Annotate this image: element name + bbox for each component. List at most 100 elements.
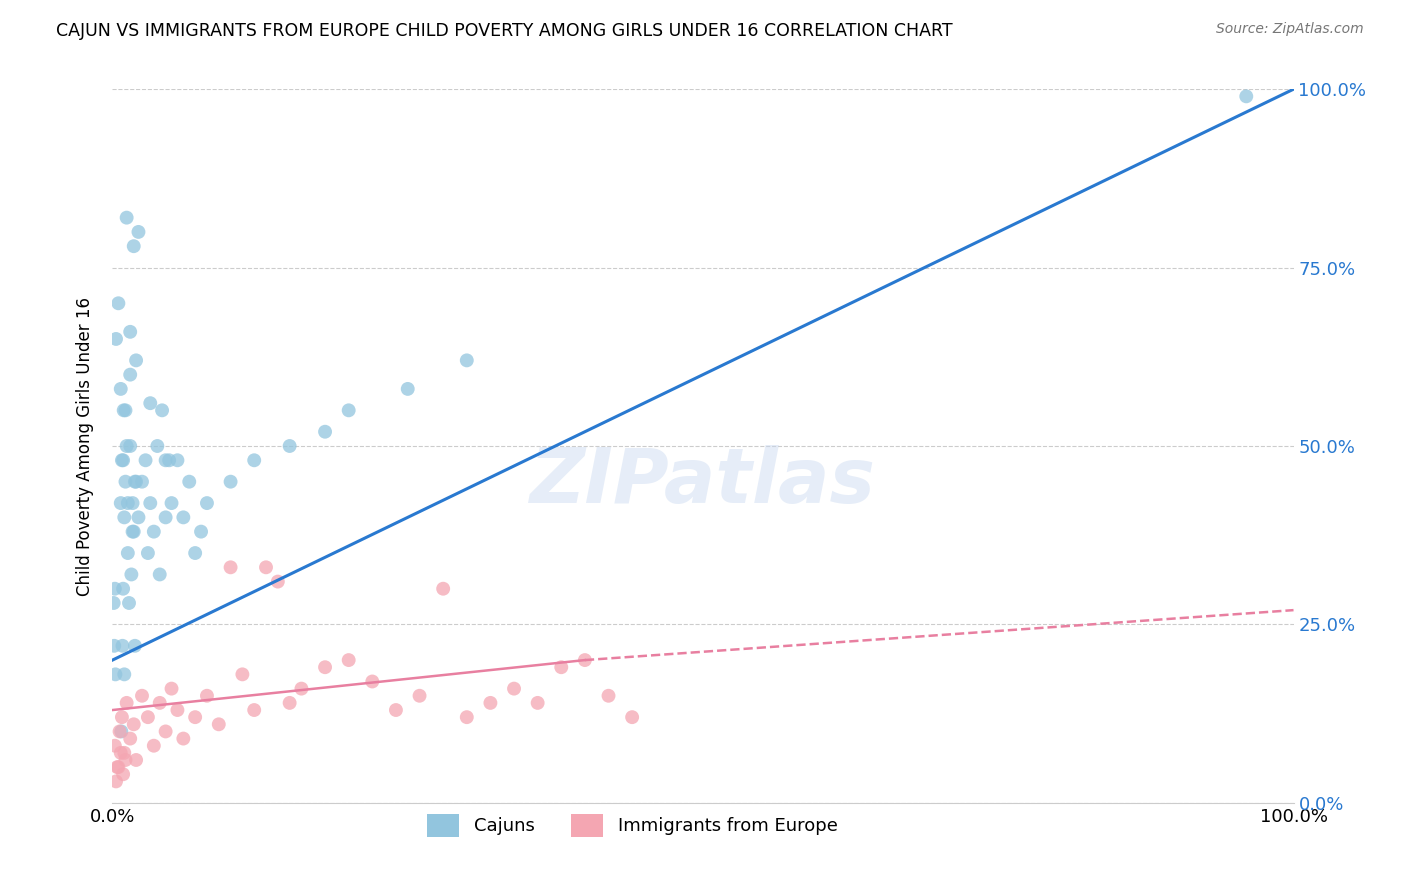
Point (155, 510, 177, 524)
Point (142, 739, 165, 753)
Point (290, 681, 312, 696)
Point (104, 582, 127, 596)
Point (120, 439, 142, 453)
Point (267, 574, 290, 589)
Point (112, 403, 135, 417)
Point (117, 546, 139, 560)
Point (231, 667, 253, 681)
Point (157, 453, 180, 467)
Point (110, 382, 132, 396)
Point (278, 439, 301, 453)
Point (149, 696, 172, 710)
Point (385, 703, 408, 717)
Point (195, 496, 218, 510)
Point (112, 453, 135, 467)
Point (526, 696, 548, 710)
Point (131, 475, 153, 489)
Point (103, 596, 125, 610)
Point (166, 703, 188, 717)
Point (114, 475, 136, 489)
Point (574, 653, 596, 667)
Y-axis label: Child Poverty Among Girls Under 16: Child Poverty Among Girls Under 16 (76, 296, 94, 596)
Point (114, 403, 136, 417)
Legend: Cajuns, Immigrants from Europe: Cajuns, Immigrants from Europe (419, 807, 845, 844)
Point (121, 524, 143, 539)
Point (127, 510, 149, 524)
Point (110, 724, 132, 739)
Point (150, 403, 173, 417)
Point (166, 453, 188, 467)
Point (122, 717, 145, 731)
Point (111, 710, 134, 724)
Point (112, 510, 135, 524)
Point (107, 760, 129, 774)
Point (149, 567, 172, 582)
Point (1234, 89, 1257, 103)
Point (160, 681, 183, 696)
Point (243, 703, 266, 717)
Point (456, 353, 478, 368)
Point (111, 453, 134, 467)
Point (115, 696, 138, 710)
Point (184, 546, 207, 560)
Point (112, 582, 135, 596)
Point (110, 496, 132, 510)
Point (621, 710, 644, 724)
Point (195, 689, 218, 703)
Text: Source: ZipAtlas.com: Source: ZipAtlas.com (1216, 22, 1364, 37)
Point (112, 746, 135, 760)
Point (120, 368, 142, 382)
Point (108, 724, 131, 739)
Point (503, 681, 526, 696)
Point (337, 403, 360, 417)
Point (103, 639, 125, 653)
Point (172, 510, 194, 524)
Point (125, 475, 148, 489)
Point (122, 239, 145, 253)
Point (112, 667, 135, 681)
Point (105, 760, 128, 774)
Point (125, 753, 148, 767)
Point (314, 660, 336, 674)
Point (105, 774, 128, 789)
Point (114, 753, 136, 767)
Point (219, 560, 242, 574)
Point (208, 717, 231, 731)
Point (155, 453, 177, 467)
Point (124, 639, 146, 653)
Point (160, 496, 183, 510)
Point (125, 353, 148, 368)
Point (117, 496, 139, 510)
Point (243, 453, 266, 467)
Point (111, 639, 134, 653)
Point (131, 689, 153, 703)
Point (278, 696, 301, 710)
Point (118, 596, 141, 610)
Point (136, 546, 159, 560)
Point (105, 332, 128, 346)
Point (254, 560, 277, 574)
Point (112, 767, 135, 781)
Point (361, 674, 384, 689)
Point (184, 710, 207, 724)
Point (122, 524, 145, 539)
Point (155, 724, 177, 739)
Point (396, 382, 419, 396)
Point (120, 731, 142, 746)
Point (120, 325, 142, 339)
Point (110, 746, 132, 760)
Point (135, 453, 157, 467)
Point (219, 475, 242, 489)
Point (142, 524, 165, 539)
Point (190, 524, 212, 539)
Point (598, 689, 620, 703)
Point (337, 653, 360, 667)
Text: ZIPatlas: ZIPatlas (530, 445, 876, 518)
Point (179, 475, 201, 489)
Point (456, 710, 478, 724)
Point (136, 710, 159, 724)
Point (432, 582, 454, 596)
Point (314, 425, 336, 439)
Point (124, 475, 146, 489)
Point (104, 739, 127, 753)
